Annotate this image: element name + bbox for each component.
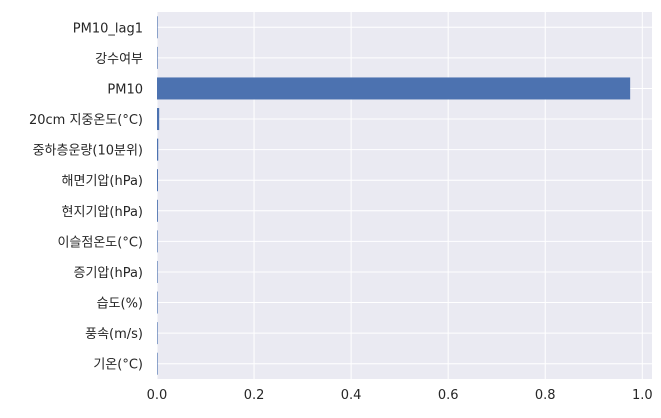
bar [157, 291, 158, 314]
x-tick-label: 0.0 [147, 388, 168, 403]
bar [157, 46, 158, 69]
x-tick-label: 0.6 [438, 388, 459, 403]
y-tick-label: 현지기압(hPa) [62, 205, 143, 220]
bar [157, 322, 158, 345]
x-tick-label: 0.2 [244, 388, 265, 403]
bar [157, 108, 160, 131]
bar [157, 16, 158, 39]
x-tick-label: 1.0 [632, 388, 653, 403]
y-tick-label: 풍속(m/s) [85, 327, 143, 342]
bar [157, 260, 158, 283]
bar [157, 138, 159, 161]
y-tick-label: 해면기압(hPa) [62, 174, 143, 189]
y-tick-label: 20cm 지중온도(°C) [29, 113, 143, 128]
y-tick-label: 중하층운량(10분위) [33, 144, 143, 159]
bars [157, 16, 631, 375]
x-tick-labels: 0.0 0.2 0.4 0.6 0.8 1.0 [147, 388, 653, 403]
bar [157, 230, 158, 253]
y-tick-label: 기온(°C) [93, 358, 143, 373]
x-tick-label: 0.4 [341, 388, 362, 403]
y-tick-label: PM10_lag1 [73, 21, 143, 36]
y-tick-label: 습도(%) [97, 297, 143, 312]
bar [157, 199, 158, 222]
bar [157, 169, 158, 192]
y-tick-label: 강수여부 [95, 52, 143, 67]
y-tick-labels: PM10_lag1 강수여부 PM10 20cm 지중온도(°C) 중하층운량(10분위… [29, 21, 143, 372]
plot-area [157, 12, 652, 379]
y-tick-label: 이슬점온도(°C) [57, 235, 143, 250]
y-tick-label: PM10 [107, 82, 143, 97]
y-tick-label: 증기압(hPa) [74, 266, 144, 281]
bar [157, 352, 158, 375]
grid-lines [156, 12, 652, 379]
bar [157, 77, 631, 100]
x-tick-label: 0.8 [535, 388, 556, 403]
